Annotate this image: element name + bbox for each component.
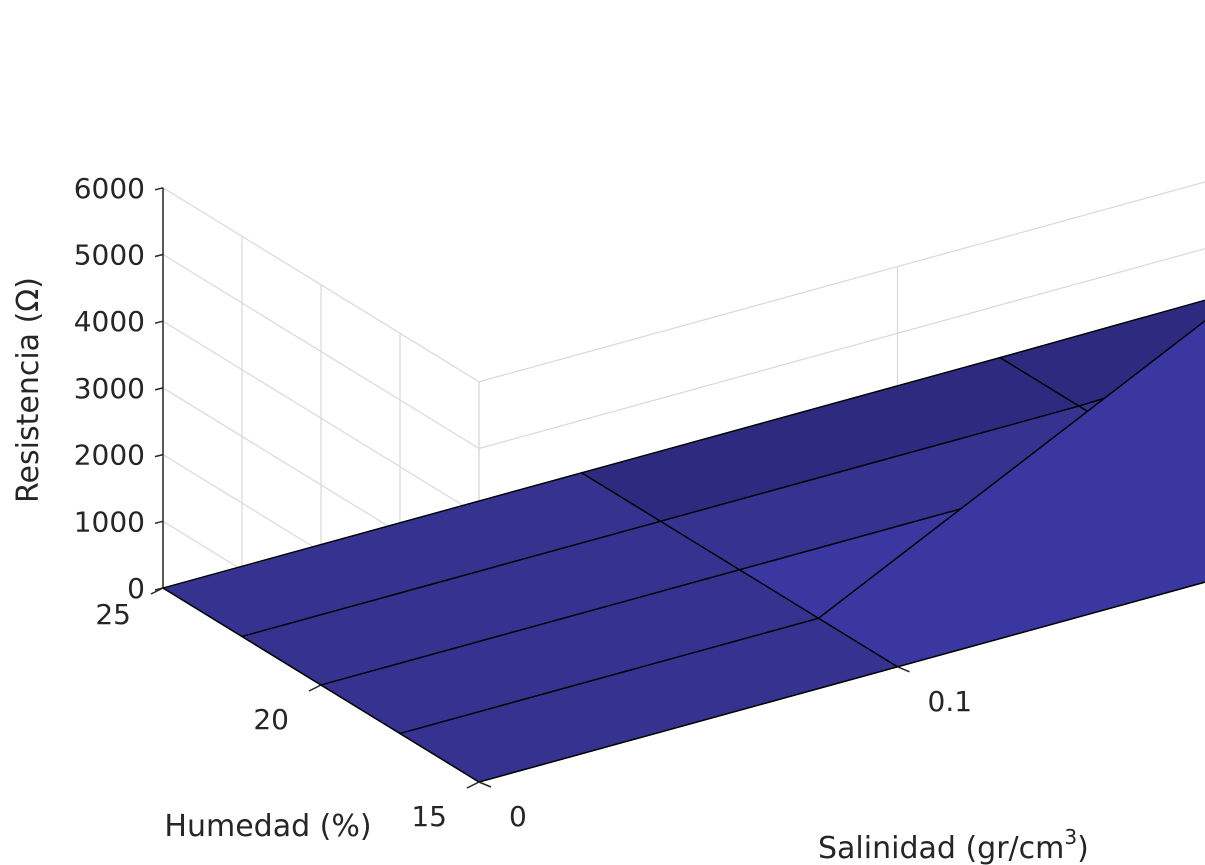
- z-tick-mark: [154, 320, 164, 324]
- x-axis-label-superscript: 3: [1064, 825, 1077, 849]
- z-tick-label: 6000: [74, 172, 145, 205]
- y-tick-mark: [466, 781, 480, 789]
- y-tick-label: 25: [95, 598, 131, 631]
- y-axis-label: Humedad (%): [164, 809, 371, 844]
- z-tick-label: 4000: [74, 305, 145, 338]
- y-tick-mark: [150, 587, 164, 595]
- x-tick-mark: [897, 666, 910, 673]
- z-tick-label: 3000: [74, 372, 145, 405]
- y-tick-label: 15: [411, 800, 447, 833]
- grid-z-sidewall-6: [478, 181, 1205, 383]
- grid-z-sidewall-5: [478, 248, 1205, 450]
- x-tick-label: 0: [509, 800, 527, 833]
- x-tick-mark: [478, 781, 492, 788]
- x-axis-label-main: Salinidad (gr/cm: [818, 831, 1064, 865]
- tick-labels: 010002000300040005000600015202500.10.20.…: [74, 172, 973, 833]
- y-tick-mark: [308, 684, 322, 692]
- z-tick-label: 1000: [74, 505, 145, 538]
- x-axis-label-close: ): [1077, 831, 1089, 865]
- z-tick-mark: [154, 387, 164, 391]
- z-axis-label: Resistencia (Ω): [11, 277, 46, 503]
- z-tick-label: 0: [127, 572, 145, 605]
- z-tick-mark: [154, 253, 164, 258]
- surface: [162, 299, 1205, 783]
- y-tick-label: 20: [253, 703, 289, 736]
- z-tick-mark: [154, 187, 164, 191]
- z-tick-label: 2000: [74, 439, 145, 472]
- axis-labels: Resistencia (Ω) Humedad (%) Salinidad (g…: [11, 277, 1089, 865]
- z-tick-mark: [154, 453, 164, 458]
- z-tick-mark: [154, 520, 164, 525]
- x-axis-label: Salinidad (gr/cm3): [818, 825, 1089, 865]
- z-tick-label: 5000: [74, 239, 145, 272]
- x-tick-label: 0.1: [928, 685, 973, 718]
- surface-facet: [399, 617, 899, 783]
